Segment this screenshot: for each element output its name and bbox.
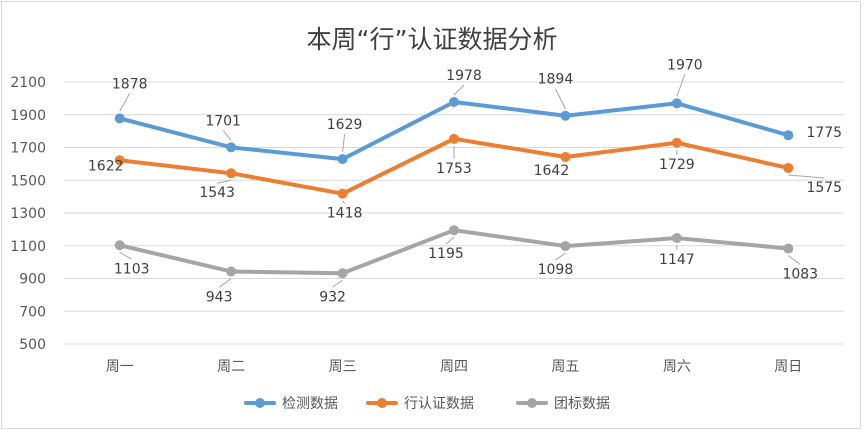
leader-line <box>332 279 343 288</box>
leader-line <box>217 179 232 184</box>
data-label: 1775 <box>806 125 842 141</box>
leader-line <box>222 130 232 141</box>
y-tick-label: 500 <box>19 337 46 353</box>
leader-line <box>342 134 346 153</box>
legend-label: 行认证数据 <box>404 396 474 412</box>
leader-line <box>453 84 465 96</box>
data-point <box>226 168 237 179</box>
legend: 检测数据 行认证数据 团标数据 <box>244 396 610 412</box>
data-label: 1978 <box>446 68 482 84</box>
legend-swatch-marker <box>527 398 537 408</box>
data-label: 1543 <box>199 185 235 201</box>
x-tick-label: 周一 <box>106 359 134 375</box>
x-tick-label: 周六 <box>663 359 691 375</box>
data-point <box>560 241 571 252</box>
x-tick-label: 周三 <box>329 359 357 375</box>
legend-label: 团标数据 <box>554 396 610 412</box>
data-point <box>337 268 348 279</box>
y-tick-label: 1500 <box>10 173 46 189</box>
x-axis: 周一 周二 周三 周四 周五 周六 周日 <box>106 359 803 375</box>
leader-line <box>119 93 131 112</box>
data-label: 1701 <box>205 113 241 129</box>
data-point <box>449 225 459 236</box>
series-group <box>114 96 794 279</box>
x-tick-label: 周二 <box>217 359 245 375</box>
data-point <box>671 137 682 148</box>
data-point <box>560 151 571 162</box>
data-point <box>783 162 794 173</box>
data-point <box>226 142 237 153</box>
data-point <box>783 243 794 254</box>
leader-line <box>554 88 566 109</box>
leader-line <box>445 236 455 245</box>
y-tick-label: 1100 <box>10 239 46 255</box>
data-point <box>114 240 125 251</box>
y-tick-label: 1300 <box>10 206 46 222</box>
data-label: 1622 <box>88 158 124 174</box>
data-point <box>449 133 459 144</box>
data-labels: 1878 1701 1629 1978 1894 1970 1775 1622 1543 1418… <box>88 57 842 305</box>
leader-line <box>787 255 801 265</box>
data-point <box>114 113 125 124</box>
x-tick-label: 周四 <box>440 359 468 375</box>
y-axis: 500 700 900 1100 1300 1500 1700 1900 2100 <box>10 75 46 353</box>
data-point <box>671 98 682 109</box>
data-point <box>783 130 794 141</box>
leader-line <box>676 74 686 97</box>
x-tick-label: 周日 <box>774 359 802 375</box>
data-label: 1894 <box>538 72 574 88</box>
chart-title: 本周“行”认证数据分析 <box>307 25 558 54</box>
leader-line <box>555 252 566 261</box>
legend-swatch-marker <box>255 398 265 408</box>
data-point <box>560 110 571 121</box>
leader-line <box>218 278 232 288</box>
data-label: 1753 <box>436 161 472 177</box>
data-point <box>337 154 348 165</box>
x-tick-label: 周五 <box>551 359 579 375</box>
gridlines <box>64 81 844 345</box>
y-tick-label: 1900 <box>10 108 46 124</box>
data-point <box>337 188 348 199</box>
data-point <box>449 96 459 107</box>
y-tick-label: 2100 <box>10 75 46 91</box>
data-label: 1195 <box>428 246 464 262</box>
leader-line <box>342 200 345 204</box>
data-label: 1418 <box>327 206 363 222</box>
data-point <box>114 155 125 166</box>
data-label: 1103 <box>114 261 150 277</box>
data-label: 1729 <box>659 157 695 173</box>
y-tick-label: 700 <box>19 304 46 320</box>
leader-line <box>788 174 825 179</box>
data-label: 1970 <box>667 57 703 73</box>
data-label: 1878 <box>112 76 148 92</box>
data-label: 1147 <box>659 252 695 268</box>
data-point <box>671 233 682 244</box>
legend-label: 检测数据 <box>282 396 338 412</box>
y-tick-label: 900 <box>19 272 46 288</box>
data-label: 1098 <box>538 262 574 278</box>
data-label: 1629 <box>327 117 363 133</box>
y-tick-label: 1700 <box>10 141 46 157</box>
data-label: 932 <box>319 289 346 305</box>
data-label: 1642 <box>534 163 570 179</box>
data-label: 943 <box>206 289 233 305</box>
data-point <box>226 266 237 277</box>
legend-swatch-marker <box>377 398 387 408</box>
leader-line <box>119 251 132 260</box>
data-label: 1575 <box>806 180 842 196</box>
data-label: 1083 <box>782 267 818 283</box>
